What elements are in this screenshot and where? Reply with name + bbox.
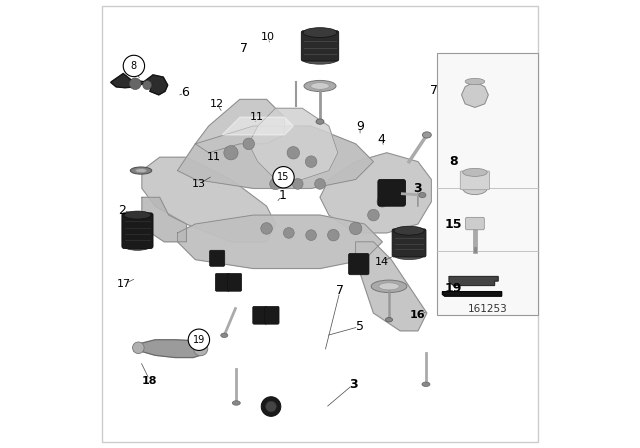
Ellipse shape (232, 401, 240, 405)
Ellipse shape (379, 283, 399, 290)
Circle shape (188, 329, 209, 350)
Ellipse shape (302, 54, 338, 64)
Text: 5: 5 (356, 320, 364, 333)
Polygon shape (195, 99, 284, 153)
Circle shape (305, 156, 317, 168)
FancyBboxPatch shape (392, 229, 426, 257)
Text: 4: 4 (378, 133, 385, 146)
FancyBboxPatch shape (265, 306, 279, 324)
Polygon shape (177, 126, 373, 188)
Ellipse shape (124, 242, 151, 250)
FancyBboxPatch shape (227, 273, 242, 291)
Text: 15: 15 (277, 172, 290, 182)
Ellipse shape (422, 382, 430, 387)
Circle shape (377, 196, 388, 207)
Ellipse shape (135, 168, 147, 172)
Text: 8: 8 (131, 61, 137, 71)
Text: 9: 9 (356, 120, 364, 133)
Polygon shape (111, 73, 168, 95)
Circle shape (261, 397, 281, 416)
Text: 19: 19 (193, 335, 205, 345)
Ellipse shape (310, 82, 330, 89)
FancyBboxPatch shape (465, 217, 484, 230)
Text: 12: 12 (210, 99, 224, 109)
Ellipse shape (463, 168, 487, 177)
Text: 13: 13 (192, 179, 206, 189)
Circle shape (266, 401, 276, 412)
FancyBboxPatch shape (122, 213, 153, 249)
Text: 7: 7 (336, 284, 344, 297)
Circle shape (287, 146, 300, 159)
FancyBboxPatch shape (460, 171, 490, 190)
Bar (436, 52, 538, 315)
Circle shape (292, 179, 303, 189)
FancyBboxPatch shape (209, 250, 225, 266)
Ellipse shape (221, 333, 228, 337)
Circle shape (306, 230, 316, 241)
Ellipse shape (394, 251, 424, 260)
Text: 7: 7 (429, 84, 438, 97)
Ellipse shape (304, 80, 336, 91)
Text: 8: 8 (449, 155, 458, 168)
Ellipse shape (465, 78, 484, 85)
Ellipse shape (131, 167, 152, 174)
Ellipse shape (463, 182, 487, 194)
Polygon shape (449, 276, 498, 285)
FancyBboxPatch shape (253, 306, 267, 324)
Text: 2: 2 (118, 204, 126, 217)
Text: 10: 10 (260, 32, 275, 42)
Ellipse shape (385, 318, 392, 322)
Ellipse shape (303, 28, 337, 38)
Circle shape (260, 223, 273, 234)
Circle shape (129, 78, 141, 90)
Circle shape (243, 138, 255, 150)
FancyBboxPatch shape (349, 254, 369, 275)
FancyBboxPatch shape (216, 273, 230, 291)
Polygon shape (356, 242, 427, 331)
Circle shape (315, 179, 325, 189)
Text: 1: 1 (278, 189, 286, 202)
Circle shape (143, 81, 152, 90)
Text: 3: 3 (413, 182, 422, 195)
Polygon shape (142, 197, 186, 242)
Ellipse shape (316, 119, 324, 124)
Polygon shape (142, 157, 275, 242)
Circle shape (269, 178, 281, 190)
Text: 3: 3 (349, 378, 358, 391)
Text: 18: 18 (142, 376, 157, 386)
Text: 14: 14 (374, 257, 388, 267)
Polygon shape (442, 292, 502, 296)
Polygon shape (461, 82, 488, 108)
Circle shape (224, 146, 238, 160)
Ellipse shape (371, 280, 407, 293)
Text: 11: 11 (250, 112, 264, 122)
Ellipse shape (422, 132, 431, 138)
Text: 19: 19 (445, 282, 462, 295)
Polygon shape (320, 153, 431, 233)
Text: 161253: 161253 (468, 305, 508, 314)
Circle shape (132, 342, 144, 353)
Ellipse shape (394, 226, 424, 235)
Circle shape (349, 222, 362, 235)
Text: 15: 15 (445, 217, 462, 231)
Text: 17: 17 (117, 279, 131, 289)
Ellipse shape (124, 211, 151, 219)
Text: 7: 7 (240, 42, 248, 55)
Circle shape (284, 228, 294, 238)
Polygon shape (249, 108, 338, 180)
Circle shape (367, 209, 380, 221)
FancyBboxPatch shape (378, 180, 406, 206)
Circle shape (124, 55, 145, 77)
Text: 11: 11 (207, 152, 221, 162)
Circle shape (328, 229, 339, 241)
FancyBboxPatch shape (301, 31, 339, 61)
Circle shape (273, 167, 294, 188)
Polygon shape (177, 215, 382, 268)
Circle shape (193, 341, 208, 356)
Text: 16: 16 (410, 310, 426, 320)
Polygon shape (222, 117, 293, 135)
Ellipse shape (419, 192, 426, 198)
Text: 6: 6 (182, 86, 189, 99)
Polygon shape (134, 340, 207, 358)
